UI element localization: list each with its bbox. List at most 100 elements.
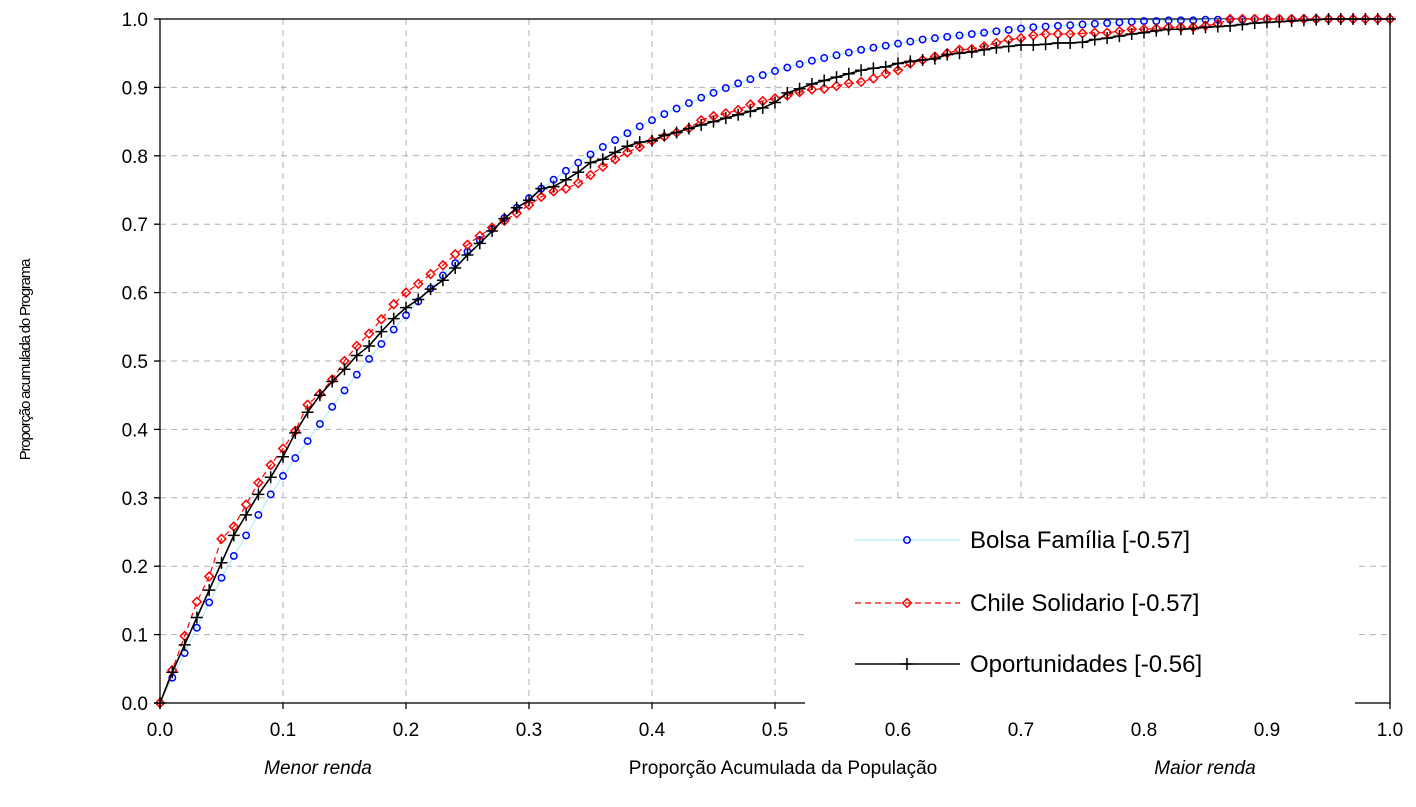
y-tick-label: 0.8 <box>122 147 148 168</box>
data-point <box>1285 15 1298 28</box>
data-point <box>1150 24 1163 37</box>
data-point <box>1103 19 1112 28</box>
data-point <box>242 531 251 540</box>
data-point <box>670 126 683 139</box>
x-tick-label: 0.5 <box>762 720 788 741</box>
data-point <box>400 301 412 314</box>
data-point <box>560 183 572 194</box>
data-point <box>1384 13 1396 25</box>
data-point <box>892 64 904 76</box>
data-point <box>918 35 927 44</box>
data-point <box>980 28 989 37</box>
data-point <box>783 63 792 72</box>
series-3 <box>154 13 1396 709</box>
y-axis-label: Proporção acumulada do Programa <box>17 258 34 460</box>
data-point <box>1174 23 1187 36</box>
data-point <box>820 54 829 62</box>
data-point <box>941 48 954 61</box>
data-point <box>598 142 607 151</box>
x-tick-label: 0.6 <box>885 720 911 741</box>
data-point <box>660 110 669 119</box>
data-point <box>326 375 339 388</box>
data-point <box>1162 23 1175 36</box>
data-point <box>523 194 535 207</box>
series-line <box>159 18 1390 704</box>
data-point <box>547 180 560 193</box>
data-point <box>1004 25 1013 34</box>
data-point <box>289 426 302 439</box>
data-point <box>511 207 523 219</box>
data-point <box>978 43 991 56</box>
data-point <box>1039 38 1052 51</box>
data-point <box>904 55 917 68</box>
data-point <box>498 212 511 225</box>
data-point <box>425 268 436 280</box>
y-tick-label: 0.5 <box>122 352 148 373</box>
data-point <box>217 573 226 582</box>
data-point <box>1211 20 1224 33</box>
data-point <box>1101 32 1114 45</box>
series-line <box>159 18 1390 704</box>
data-point <box>1090 19 1099 28</box>
y-axis-ticks: 0.0 0.1 0.2 0.3 0.4 0.5 0.6 0.7 0.8 0.9 1.0 <box>122 10 160 715</box>
data-point <box>842 67 855 80</box>
data-point <box>486 225 499 238</box>
data-point <box>548 186 559 197</box>
data-point <box>744 105 757 118</box>
data-point <box>215 556 228 569</box>
data-point <box>574 158 583 167</box>
data-point <box>953 47 966 60</box>
data-point <box>658 129 671 142</box>
legend-marker <box>903 536 911 544</box>
data-point <box>843 77 855 89</box>
data-point <box>916 54 929 67</box>
legend-item: Bolsa Família [-0.57] <box>855 527 1190 554</box>
data-point <box>672 104 681 113</box>
data-point <box>596 153 609 166</box>
data-point <box>844 48 853 57</box>
data-point <box>1273 15 1286 28</box>
data-point <box>191 596 203 608</box>
data-point <box>227 529 240 542</box>
data-point <box>253 477 264 489</box>
data-point <box>328 402 337 411</box>
y-tick-label: 0.3 <box>122 489 148 510</box>
data-point <box>265 459 277 471</box>
data-point <box>831 80 842 92</box>
data-point <box>264 471 277 484</box>
data-point <box>178 638 191 651</box>
data-point <box>928 52 941 65</box>
data-point <box>400 287 412 298</box>
data-point <box>807 56 816 65</box>
data-point <box>240 508 253 521</box>
data-point <box>166 666 179 679</box>
data-point <box>707 115 720 128</box>
data-point <box>965 45 978 58</box>
data-point <box>880 68 892 80</box>
data-point <box>1027 38 1040 51</box>
data-point <box>1051 36 1064 49</box>
data-point <box>769 96 781 109</box>
data-point <box>1187 22 1200 35</box>
data-point <box>449 261 462 274</box>
x-axis-label-right: Maior renda <box>1154 758 1255 779</box>
data-point <box>818 74 831 87</box>
data-point <box>523 199 535 211</box>
data-point <box>1066 21 1075 30</box>
data-point <box>648 116 656 125</box>
legend-item: Oportunidades [-0.56] <box>855 651 1202 678</box>
legend-label: Bolsa Família [-0.57] <box>970 527 1190 554</box>
data-point <box>818 83 830 95</box>
data-point <box>1113 30 1126 43</box>
x-axis-label-left: Menor renda <box>264 758 372 779</box>
data-point <box>955 31 964 40</box>
data-point <box>879 60 892 73</box>
data-point <box>697 93 706 102</box>
data-point <box>611 136 620 145</box>
data-point <box>436 274 449 287</box>
data-point <box>572 166 585 179</box>
data-point <box>412 293 425 306</box>
data-point <box>473 237 486 250</box>
data-point <box>734 79 743 88</box>
data-point <box>623 129 632 138</box>
